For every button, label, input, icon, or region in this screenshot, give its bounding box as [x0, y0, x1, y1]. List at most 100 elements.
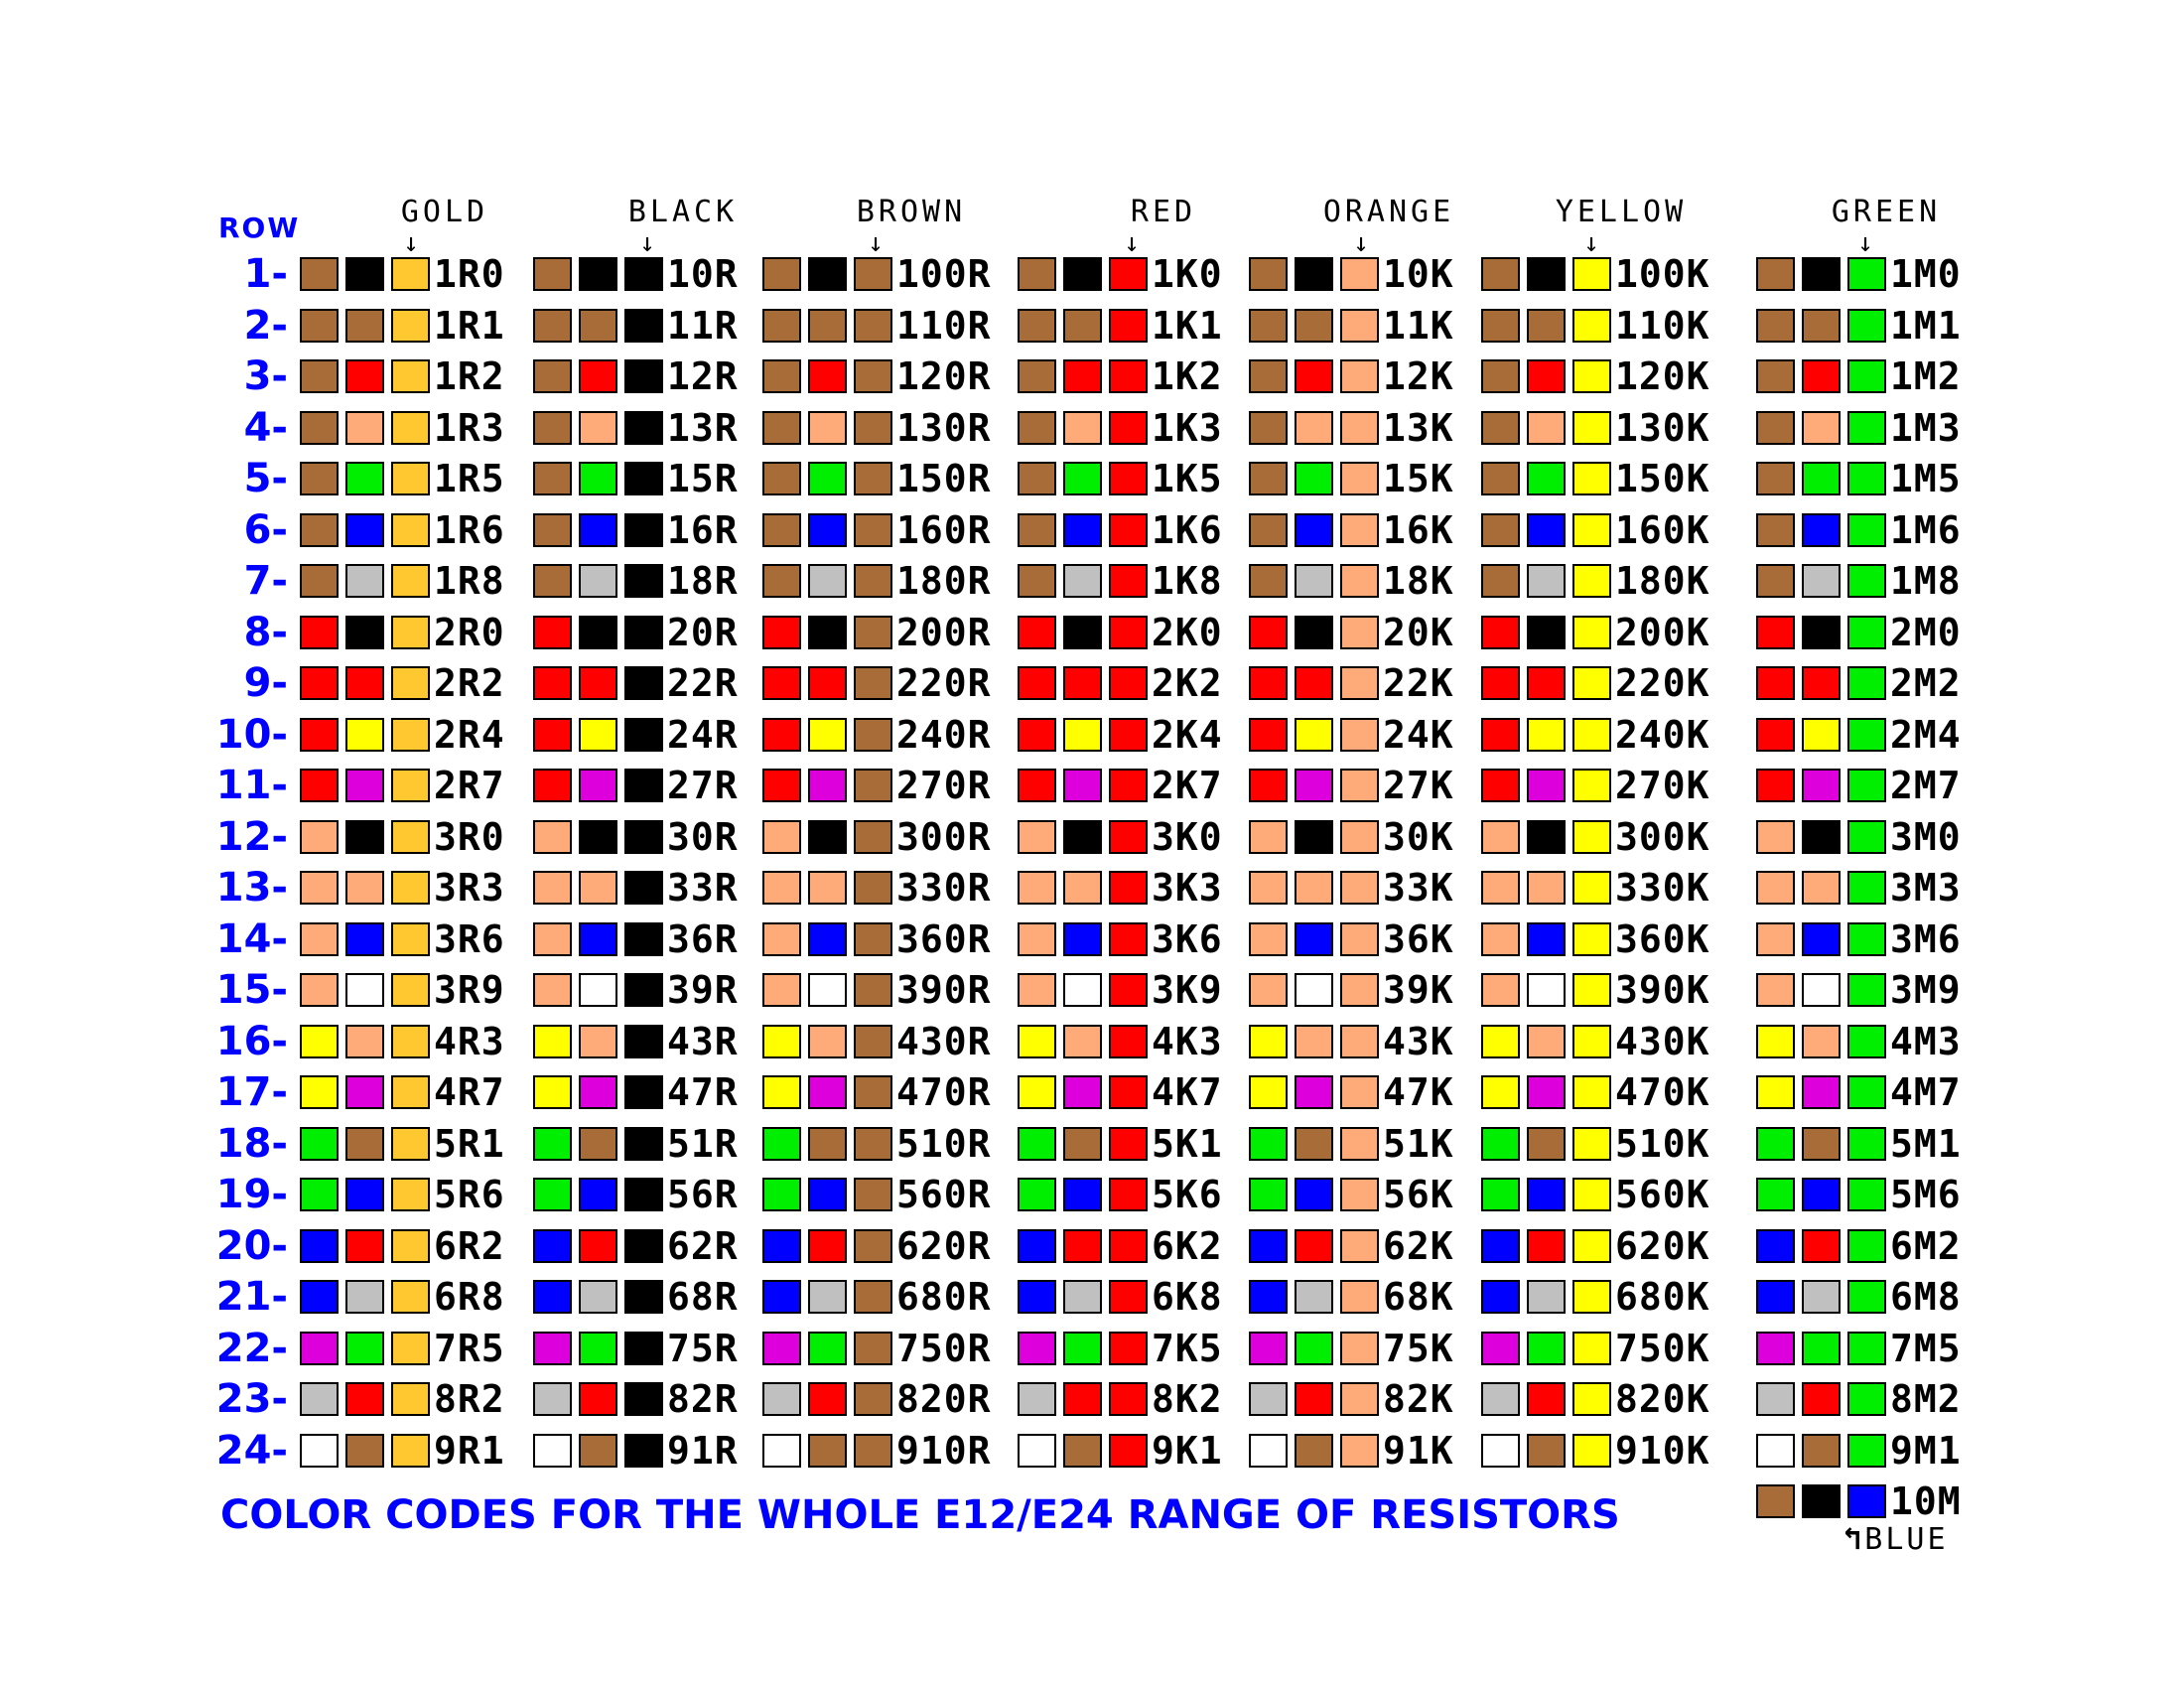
color-band-violet	[1295, 769, 1333, 802]
resistor-value: 430R	[896, 1020, 992, 1063]
resistor-value: 680R	[896, 1275, 992, 1319]
color-band-brown	[1063, 1434, 1102, 1468]
resistor-value: 1K0	[1152, 252, 1223, 296]
resistor-value: 13R	[667, 406, 739, 450]
resistor-value: 8R2	[434, 1377, 505, 1421]
resistor-value: 62K	[1383, 1224, 1454, 1268]
color-band-blue	[1295, 513, 1333, 547]
color-band-orange	[1063, 871, 1102, 905]
resistor-value: 9M1	[1890, 1429, 1962, 1473]
color-band-orange	[1340, 411, 1379, 445]
resistor-value: 150R	[896, 457, 992, 500]
resistor-value: 150K	[1615, 457, 1710, 500]
down-arrow-icon: ↓	[1857, 228, 1873, 258]
color-band-black	[808, 616, 847, 649]
color-band-black	[1295, 257, 1333, 291]
color-band-brown	[533, 462, 572, 495]
color-band-orange	[808, 1025, 847, 1058]
up-arrow-icon: ↰	[1843, 1519, 1865, 1557]
color-band-red	[1109, 1075, 1148, 1109]
color-band-white	[1063, 973, 1102, 1007]
color-band-red	[1249, 769, 1288, 802]
color-band-red	[300, 769, 339, 802]
row-number: 23-	[215, 1376, 288, 1422]
color-band-orange	[1340, 616, 1379, 649]
resistor-value: 360K	[1615, 917, 1710, 961]
color-band-white	[1481, 1434, 1520, 1468]
color-band-orange	[1340, 1075, 1379, 1109]
color-band-brown	[1249, 462, 1288, 495]
color-band-brown	[808, 309, 847, 343]
color-band-blue	[1527, 513, 1566, 547]
resistor-value: 6R2	[434, 1224, 505, 1268]
color-band-grey	[1295, 564, 1333, 598]
multiplier-header-yellow: YELLOW	[1555, 195, 1688, 229]
color-band-blue	[1802, 513, 1841, 547]
color-band-green	[1847, 257, 1886, 291]
color-band-red	[1295, 359, 1333, 393]
color-band-brown	[762, 513, 801, 547]
color-band-red	[579, 1229, 617, 1263]
color-band-violet	[1063, 1075, 1102, 1109]
row-number: 21-	[215, 1274, 288, 1320]
resistor-value: 3R6	[434, 917, 505, 961]
color-band-violet	[1018, 1332, 1056, 1365]
color-band-orange	[1249, 871, 1288, 905]
color-band-red	[1063, 359, 1102, 393]
resistor-value: 1R8	[434, 559, 505, 603]
color-band-green	[1018, 1127, 1056, 1161]
color-band-green	[1249, 1127, 1288, 1161]
color-band-brown	[854, 1382, 892, 1416]
color-band-orange	[1340, 257, 1379, 291]
color-band-black	[345, 820, 384, 854]
color-band-brown	[1295, 309, 1333, 343]
color-band-brown	[854, 257, 892, 291]
color-band-black	[624, 309, 663, 343]
color-band-violet	[1802, 1075, 1841, 1109]
resistor-value: 120K	[1615, 354, 1710, 398]
color-band-green	[533, 1127, 572, 1161]
row-number: 7-	[243, 558, 288, 604]
resistor-value: 680K	[1615, 1275, 1710, 1319]
multiplier-header-black: BLACK	[627, 195, 739, 229]
color-band-red	[808, 1229, 847, 1263]
resistor-value: 15K	[1383, 457, 1454, 500]
color-band-red	[579, 1382, 617, 1416]
color-band-red	[762, 616, 801, 649]
color-band-red	[579, 666, 617, 700]
resistor-value: 75R	[667, 1327, 739, 1370]
color-band-orange	[1527, 871, 1566, 905]
color-band-brown	[1018, 462, 1056, 495]
color-band-yellow	[1572, 309, 1611, 343]
color-band-green	[300, 1127, 339, 1161]
color-band-white	[1527, 973, 1566, 1007]
resistor-value: 4K7	[1152, 1070, 1223, 1114]
color-band-black	[624, 769, 663, 802]
resistor-value: 10R	[667, 252, 739, 296]
resistor-value: 560K	[1615, 1173, 1710, 1216]
resistor-value: 5R1	[434, 1122, 505, 1166]
resistor-value: 6R8	[434, 1275, 505, 1319]
color-band-violet	[1527, 769, 1566, 802]
color-band-brown	[854, 820, 892, 854]
color-band-blue	[1063, 922, 1102, 956]
color-band-green	[1295, 1332, 1333, 1365]
color-band-orange	[1340, 513, 1379, 547]
color-band-brown	[854, 513, 892, 547]
color-band-orange	[300, 922, 339, 956]
color-band-orange	[533, 871, 572, 905]
color-band-violet	[345, 769, 384, 802]
color-band-brown	[854, 871, 892, 905]
color-band-blue	[345, 922, 384, 956]
color-band-black	[624, 564, 663, 598]
resistor-value: 1R6	[434, 508, 505, 552]
color-band-orange	[1340, 1434, 1379, 1468]
color-band-blue	[300, 1229, 339, 1263]
resistor-value: 270K	[1615, 764, 1710, 807]
color-band-red	[1109, 1127, 1148, 1161]
color-band-yellow	[1572, 1332, 1611, 1365]
row-number: 11-	[215, 763, 288, 808]
color-band-violet	[808, 1075, 847, 1109]
resistor-value: 7R5	[434, 1327, 505, 1370]
color-band-red	[1756, 666, 1795, 700]
